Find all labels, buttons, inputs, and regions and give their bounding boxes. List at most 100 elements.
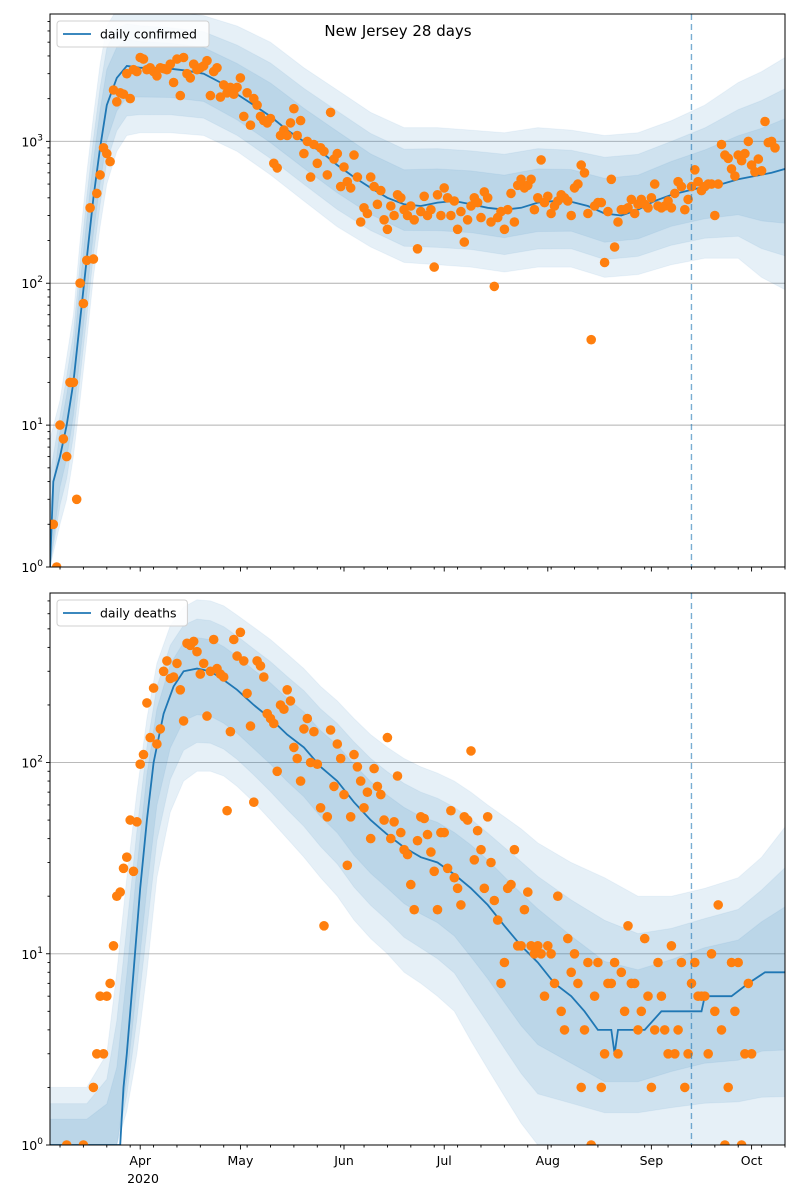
median-line — [50, 667, 785, 1145]
observed-point — [188, 636, 199, 647]
observed-point — [396, 193, 406, 203]
observed-point — [75, 278, 85, 289]
observed-point — [569, 949, 580, 959]
observed-point — [282, 130, 293, 141]
observed-point — [726, 164, 737, 174]
observed-point — [352, 172, 363, 182]
observed-point — [105, 156, 115, 167]
observed-point — [442, 863, 453, 874]
observed-point — [426, 204, 436, 215]
observed-point — [279, 704, 289, 714]
observed-point — [519, 904, 530, 915]
observed-point — [609, 957, 620, 968]
observed-point — [606, 174, 617, 185]
observed-point — [152, 739, 162, 749]
observed-point — [175, 90, 186, 101]
observed-point — [740, 148, 750, 159]
observed-point — [452, 883, 463, 894]
observed-point — [743, 978, 754, 989]
observed-point — [295, 776, 306, 786]
observed-point — [529, 949, 540, 959]
observed-point — [653, 957, 663, 968]
observed-point — [700, 991, 710, 1001]
observed-point — [218, 672, 229, 682]
observed-point — [349, 749, 359, 760]
observed-point — [168, 672, 179, 682]
observed-point — [335, 753, 346, 764]
observed-point — [623, 921, 633, 931]
y-tick-label: 101 — [21, 946, 43, 962]
observed-point — [683, 194, 693, 205]
observed-point — [446, 805, 456, 816]
observed-point — [285, 696, 296, 706]
observed-point — [566, 210, 576, 221]
observed-point — [449, 872, 460, 883]
observed-point — [389, 210, 399, 221]
observed-point — [299, 724, 309, 734]
legend-label: daily confirmed — [100, 27, 197, 42]
observed-point — [583, 957, 593, 968]
observed-point — [232, 651, 242, 661]
observed-point — [723, 153, 733, 164]
observed-point — [312, 759, 323, 769]
observed-point — [112, 97, 122, 107]
y-tick-label: 102 — [21, 275, 43, 291]
observed-point — [476, 212, 486, 223]
observed-point — [158, 666, 169, 677]
observed-point — [365, 172, 376, 182]
observed-point — [249, 797, 259, 807]
observed-point — [365, 833, 376, 844]
observed-point — [680, 1082, 690, 1093]
observed-point — [659, 1025, 670, 1035]
observed-point — [549, 978, 560, 989]
observed-point — [432, 904, 443, 915]
uncertainty-band-0 — [50, 14, 785, 567]
observed-point — [733, 957, 743, 968]
observed-point — [362, 208, 373, 219]
observed-point — [272, 766, 283, 777]
observed-point — [556, 1006, 566, 1017]
observed-point — [516, 941, 526, 951]
observed-point — [51, 562, 62, 567]
observed-point — [322, 170, 333, 180]
observed-point — [222, 805, 232, 816]
observed-point — [439, 827, 450, 838]
observed-point — [619, 1006, 630, 1017]
observed-point — [649, 1025, 660, 1035]
observed-point — [355, 776, 366, 786]
observed-point — [429, 262, 440, 272]
observed-point — [476, 844, 486, 855]
observed-point — [292, 753, 303, 764]
observed-point — [629, 978, 640, 989]
observed-point — [649, 179, 660, 189]
observed-point — [596, 197, 607, 208]
observed-point — [599, 1049, 610, 1059]
observed-point — [85, 203, 95, 213]
observed-point — [639, 933, 650, 944]
x-axis-year-label: 2020 — [127, 1171, 159, 1186]
observed-point — [325, 107, 336, 118]
observed-point — [292, 130, 303, 141]
observed-point — [61, 451, 72, 462]
observed-point — [426, 847, 436, 857]
observed-point — [666, 203, 677, 213]
observed-point — [242, 688, 252, 699]
y-tick-label: 100 — [21, 1137, 43, 1153]
observed-point — [693, 176, 703, 187]
observed-point — [626, 194, 637, 205]
observed-point — [656, 991, 667, 1001]
observed-point — [449, 196, 460, 206]
observed-point — [78, 298, 89, 309]
observed-point — [509, 844, 520, 855]
observed-point — [102, 991, 112, 1001]
observed-point — [740, 1049, 750, 1059]
observed-point — [506, 188, 516, 199]
legend-label: daily deaths — [100, 606, 177, 621]
observed-point — [225, 726, 236, 737]
x-tick-label: Aug — [536, 1153, 560, 1168]
x-tick-label: Apr — [129, 1153, 151, 1168]
deaths-panel: 100 101 102 Apr May Jun Jul Aug Sep Oct daily deat… — [21, 592, 786, 1168]
observed-point — [98, 1049, 109, 1059]
observed-point — [345, 812, 356, 822]
legend-box — [56, 20, 210, 48]
